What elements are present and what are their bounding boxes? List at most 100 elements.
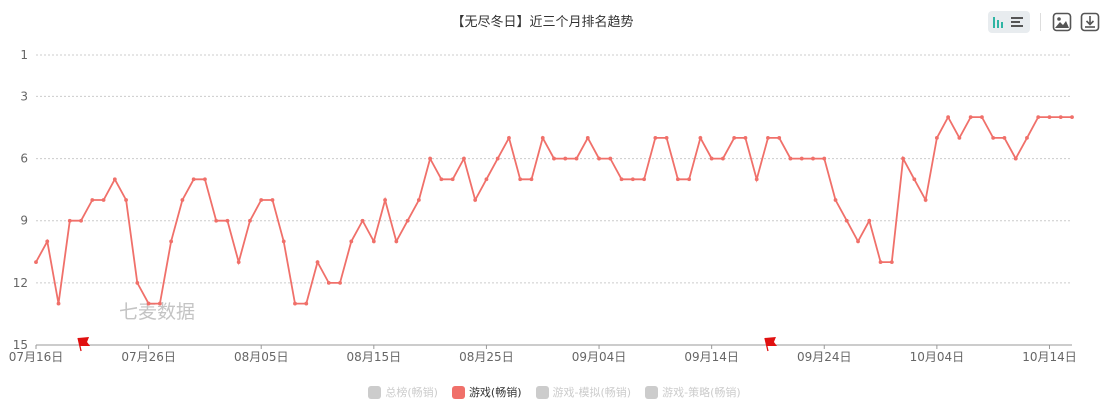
data-point[interactable] xyxy=(934,135,939,140)
data-point[interactable] xyxy=(856,239,860,244)
data-point[interactable] xyxy=(968,115,973,120)
data-point[interactable] xyxy=(788,156,793,161)
data-point[interactable] xyxy=(743,135,748,140)
data-point[interactable] xyxy=(732,135,737,140)
download-data-button[interactable] xyxy=(1079,11,1101,33)
data-point[interactable] xyxy=(608,156,613,161)
data-point[interactable] xyxy=(214,218,219,223)
data-point[interactable] xyxy=(1036,115,1041,120)
data-point[interactable] xyxy=(991,135,996,140)
data-point[interactable] xyxy=(315,260,320,265)
data-point[interactable] xyxy=(777,135,782,140)
data-point[interactable] xyxy=(360,218,365,223)
chart-type-toggle[interactable] xyxy=(988,11,1030,33)
data-point[interactable] xyxy=(146,301,151,306)
data-point[interactable] xyxy=(495,156,500,161)
data-point[interactable] xyxy=(371,239,376,244)
data-point[interactable] xyxy=(338,280,342,285)
data-point[interactable] xyxy=(405,218,410,223)
data-point[interactable] xyxy=(923,198,928,202)
save-image-button[interactable] xyxy=(1051,11,1073,33)
data-point[interactable] xyxy=(79,218,83,223)
data-point[interactable] xyxy=(236,260,241,265)
legend-item[interactable]: 总榜(畅销) xyxy=(368,384,438,400)
data-point[interactable] xyxy=(811,156,815,161)
data-point[interactable] xyxy=(585,135,590,140)
data-point[interactable] xyxy=(45,239,50,244)
data-point[interactable] xyxy=(112,177,117,182)
data-point[interactable] xyxy=(507,135,511,140)
event-flag-icon[interactable] xyxy=(764,337,777,352)
data-point[interactable] xyxy=(912,177,917,182)
data-point[interactable] xyxy=(980,115,984,120)
data-point[interactable] xyxy=(101,198,106,202)
data-point[interactable] xyxy=(901,156,905,161)
data-point[interactable] xyxy=(293,301,297,306)
data-point[interactable] xyxy=(563,156,568,161)
data-point[interactable] xyxy=(270,198,275,202)
data-point[interactable] xyxy=(597,156,601,161)
data-point[interactable] xyxy=(203,177,207,182)
data-point[interactable] xyxy=(844,218,849,223)
data-point[interactable] xyxy=(281,239,286,244)
data-point[interactable] xyxy=(630,177,635,182)
data-point[interactable] xyxy=(574,156,579,161)
data-point[interactable] xyxy=(124,198,128,202)
data-point[interactable] xyxy=(1070,115,1074,120)
data-point[interactable] xyxy=(766,135,770,140)
data-point[interactable] xyxy=(687,177,692,182)
data-point[interactable] xyxy=(518,177,523,182)
data-point[interactable] xyxy=(304,301,309,306)
data-point[interactable] xyxy=(642,177,646,182)
data-point[interactable] xyxy=(698,135,703,140)
data-point[interactable] xyxy=(180,198,185,202)
data-point[interactable] xyxy=(135,280,140,285)
data-point[interactable] xyxy=(383,198,387,202)
data-point[interactable] xyxy=(67,218,72,223)
data-point[interactable] xyxy=(675,177,680,182)
data-point[interactable] xyxy=(394,239,399,244)
data-point[interactable] xyxy=(664,135,669,140)
data-point[interactable] xyxy=(889,260,894,265)
data-point[interactable] xyxy=(428,156,433,161)
data-point[interactable] xyxy=(653,135,658,140)
data-point[interactable] xyxy=(416,198,421,202)
data-point[interactable] xyxy=(946,115,951,120)
data-point[interactable] xyxy=(326,280,331,285)
data-point[interactable] xyxy=(878,260,883,265)
legend-item[interactable]: 游戏-模拟(畅销) xyxy=(535,384,631,400)
data-point[interactable] xyxy=(259,198,264,202)
data-point[interactable] xyxy=(619,177,624,182)
data-point[interactable] xyxy=(473,198,478,202)
data-point[interactable] xyxy=(56,301,61,306)
data-point[interactable] xyxy=(90,198,95,202)
data-point[interactable] xyxy=(799,156,804,161)
data-point[interactable] xyxy=(552,156,556,161)
data-point[interactable] xyxy=(867,218,872,223)
legend-item[interactable]: 游戏(畅销) xyxy=(451,384,522,400)
legend-item[interactable]: 游戏-策略(畅销) xyxy=(645,384,741,400)
data-point[interactable] xyxy=(709,156,714,161)
data-point[interactable] xyxy=(462,156,466,161)
data-point[interactable] xyxy=(157,301,162,306)
data-point[interactable] xyxy=(833,198,838,202)
data-point[interactable] xyxy=(540,135,545,140)
data-point[interactable] xyxy=(754,177,759,182)
data-point[interactable] xyxy=(822,156,827,161)
data-point[interactable] xyxy=(957,135,962,140)
data-point[interactable] xyxy=(450,177,455,182)
data-point[interactable] xyxy=(248,218,252,223)
data-point[interactable] xyxy=(191,177,196,182)
data-point[interactable] xyxy=(1013,156,1018,161)
event-flag-icon[interactable] xyxy=(77,337,91,352)
data-point[interactable] xyxy=(721,156,725,161)
data-point[interactable] xyxy=(484,177,489,182)
data-point[interactable] xyxy=(1025,135,1029,140)
data-point[interactable] xyxy=(439,177,444,182)
data-point[interactable] xyxy=(349,239,354,244)
data-point[interactable] xyxy=(169,239,174,244)
data-point[interactable] xyxy=(1058,115,1063,120)
data-point[interactable] xyxy=(529,177,534,182)
data-point[interactable] xyxy=(225,218,230,223)
data-point[interactable] xyxy=(1047,115,1052,120)
